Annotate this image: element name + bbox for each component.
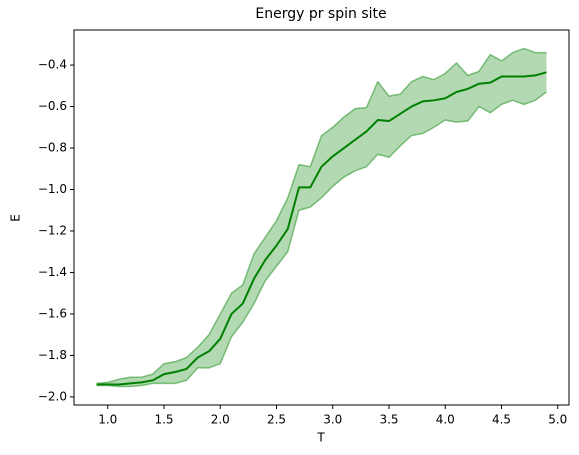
- y-tick-label: −0.8: [38, 141, 67, 155]
- confidence-band: [96, 48, 547, 387]
- x-tick-label: 2.5: [267, 413, 286, 427]
- data-line: [96, 71, 547, 386]
- y-axis-label: E: [9, 214, 23, 222]
- y-tick-label: −1.4: [38, 265, 67, 279]
- y-tick-label: −1.6: [38, 306, 67, 320]
- y-tick-label: −2.0: [38, 389, 67, 403]
- chart-title: Energy pr spin site: [255, 6, 386, 22]
- x-tick-label: 1.5: [154, 413, 173, 427]
- x-axis-label: T: [316, 431, 325, 445]
- band-upper-edge: [96, 47, 547, 385]
- x-tick-label: 4.5: [492, 413, 511, 427]
- y-tick-label: −0.4: [38, 58, 67, 72]
- band-lower-edge: [96, 91, 547, 388]
- x-tick-label: 2.0: [211, 413, 230, 427]
- x-tick-label: 3.5: [379, 413, 398, 427]
- plot-frame: [73, 29, 570, 406]
- x-tick-label: 1.0: [98, 413, 117, 427]
- y-tick-label: −0.6: [38, 99, 67, 113]
- y-tick-label: −1.0: [38, 182, 67, 196]
- x-tick-label: 4.0: [436, 413, 455, 427]
- y-tick-label: −1.8: [38, 348, 67, 362]
- y-tick-label: −1.2: [38, 223, 67, 237]
- x-tick-label: 3.0: [323, 413, 342, 427]
- x-tick-label: 5.0: [548, 413, 567, 427]
